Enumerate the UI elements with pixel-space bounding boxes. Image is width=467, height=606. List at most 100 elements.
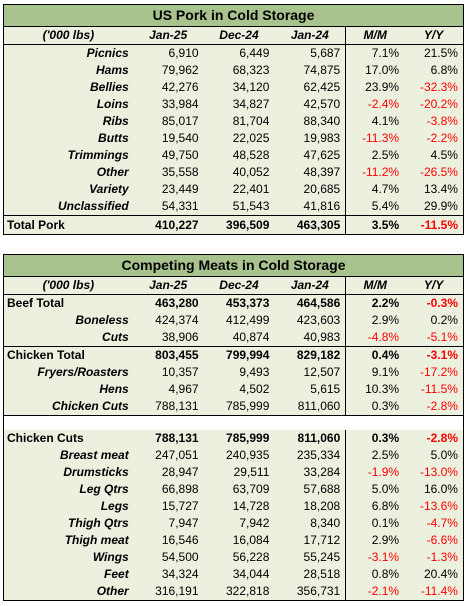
col-header-jan25: Jan-25 [149, 28, 188, 42]
row-label: Chicken Cuts [7, 431, 84, 445]
cell-mm: -11.3% [345, 130, 404, 147]
cell-yy: -11.5% [420, 218, 458, 232]
cell-yy: -32.3% [419, 80, 458, 94]
row-label: Wings [92, 550, 129, 564]
cell-yy: -2.8% [426, 399, 458, 413]
cell-jan24: 423,603 [296, 313, 341, 327]
cell-mm: 2.5% [345, 447, 404, 464]
cell-dec24: 14,728 [232, 499, 270, 513]
cell-jan25: 410,227 [155, 218, 199, 232]
col-header-jan24: Jan-24 [290, 28, 329, 42]
pork-header-row: ('000 lbs) Jan-25 Dec-24 Jan-24 M/M Y/Y [4, 27, 463, 45]
cell-jan25: 247,051 [155, 448, 199, 462]
table-row: Breast meat 247,051 240,935 235,334 2.5% 5.0% [4, 447, 463, 464]
col-header-dec24: Dec-24 [219, 278, 259, 292]
cell-yy: 4.5% [430, 148, 458, 162]
cell-yy: 13.4% [423, 182, 458, 196]
cell-jan25: 4,967 [168, 382, 199, 396]
cell-mm: -11.2% [345, 164, 404, 181]
cell-dec24: 22,401 [232, 182, 270, 196]
row-label: Feet [104, 567, 129, 581]
cell-jan24: 811,060 [297, 431, 341, 445]
cell-jan24: 464,586 [296, 296, 341, 310]
col-header-yy: Y/Y [423, 28, 444, 42]
cell-mm: 0.3% [345, 398, 404, 415]
table-row: Hams 79,962 68,323 74,875 17.0% 6.8% [4, 62, 463, 79]
cell-yy: -0.3% [426, 296, 458, 310]
row-label: Breast meat [60, 448, 129, 462]
cell-jan25: 33,984 [161, 97, 199, 111]
table-row: Drumsticks 28,947 29,511 33,284 -1.9% -13.0% [4, 464, 463, 481]
cell-jan25: 424,374 [155, 313, 199, 327]
cell-yy: -13.6% [419, 499, 458, 513]
table-row: Thigh Qtrs 7,947 7,942 8,340 0.1% -4.7% [4, 515, 463, 532]
row-label: Hens [99, 382, 129, 396]
cell-dec24: 7,942 [239, 516, 270, 530]
cell-jan25: 10,357 [161, 365, 199, 379]
cell-yy: 21.5% [423, 46, 458, 60]
row-label: Cuts [102, 330, 129, 344]
cell-dec24: 799,994 [226, 348, 270, 362]
col-header-yy: Y/Y [423, 278, 444, 292]
cell-jan24: 829,182 [296, 348, 341, 362]
cell-jan25: 316,191 [155, 584, 199, 598]
cell-mm: -2.1% [345, 583, 404, 600]
cell-jan25: 23,449 [161, 182, 199, 196]
cell-mm: -2.4% [345, 96, 404, 113]
cell-dec24: 51,543 [232, 199, 270, 213]
cell-jan24: 235,334 [296, 448, 341, 462]
cell-yy: -1.3% [426, 550, 458, 564]
cell-yy: -2.8% [426, 431, 458, 445]
cell-dec24: 22,025 [232, 131, 270, 145]
row-label: Fryers/Roasters [37, 365, 129, 379]
row-label: Hams [96, 63, 129, 77]
cell-jan24: 74,875 [303, 63, 341, 77]
cell-mm: 10.3% [345, 381, 404, 398]
cell-dec24: 63,709 [232, 482, 270, 496]
cell-jan24: 811,060 [297, 399, 341, 413]
cell-jan24: 8,340 [310, 516, 341, 530]
row-label: Butts [98, 131, 129, 145]
cell-mm: 5.4% [345, 198, 404, 215]
cell-dec24: 6,449 [239, 46, 270, 60]
table-row: Butts 19,540 22,025 19,983 -11.3% -2.2% [4, 130, 463, 147]
pork-storage-table: US Pork in Cold Storage ('000 lbs) Jan-2… [3, 4, 464, 235]
cell-dec24: 68,323 [232, 63, 270, 77]
table-row: Wings 54,500 56,228 55,245 -3.1% -1.3% [4, 549, 463, 566]
cell-mm: 0.3% [345, 430, 404, 447]
cell-jan24: 12,507 [303, 365, 341, 379]
cell-jan25: 15,727 [161, 499, 199, 513]
cell-jan25: 42,276 [161, 80, 199, 94]
chicken-cuts-total-row: Chicken Cuts 788,131 785,999 811,060 0.3% -2.… [4, 430, 463, 447]
cell-yy: -4.7% [426, 516, 458, 530]
unit-header: ('000 lbs) [42, 278, 95, 292]
cell-jan24: 17,712 [303, 533, 341, 547]
cell-yy: 5.0% [430, 448, 458, 462]
cell-jan24: 48,397 [303, 165, 341, 179]
cell-dec24: 40,052 [232, 165, 270, 179]
cell-jan25: 35,558 [161, 165, 199, 179]
chicken-total-row: Chicken Total 803,455 799,994 829,182 0.4% -3… [4, 347, 463, 364]
cell-jan25: 34,324 [161, 567, 199, 581]
table-row: Unclassified 54,331 51,543 41,816 5.4% 29.9% [4, 198, 463, 215]
table-row: Bellies 42,276 34,120 62,425 23.9% -32.3% [4, 79, 463, 96]
cell-jan24: 5,615 [310, 382, 341, 396]
cell-jan24: 18,208 [303, 499, 341, 513]
cell-jan24: 463,305 [296, 218, 341, 232]
table-row: Leg Qtrs 66,898 63,709 57,688 5.0% 16.0% [4, 481, 463, 498]
cell-mm: 0.8% [345, 566, 404, 583]
cell-yy: -3.8% [426, 114, 458, 128]
table-row: Loins 33,984 34,827 42,570 -2.4% -20.2% [4, 96, 463, 113]
cell-jan24: 47,625 [303, 148, 341, 162]
cell-jan25: 6,910 [168, 46, 199, 60]
table-row: Fryers/Roasters 10,357 9,493 12,507 9.1% -17.… [4, 364, 463, 381]
col-header-jan25: Jan-25 [149, 278, 188, 292]
table-row: Picnics 6,910 6,449 5,687 7.1% 21.5% [4, 45, 463, 62]
row-label: Thigh meat [64, 533, 129, 547]
row-label: Bellies [90, 80, 129, 94]
cell-dec24: 785,999 [226, 431, 270, 445]
cell-mm: 4.7% [345, 181, 404, 198]
cell-jan25: 803,455 [155, 348, 199, 362]
cell-dec24: 34,044 [232, 567, 270, 581]
cell-jan24: 62,425 [303, 80, 341, 94]
